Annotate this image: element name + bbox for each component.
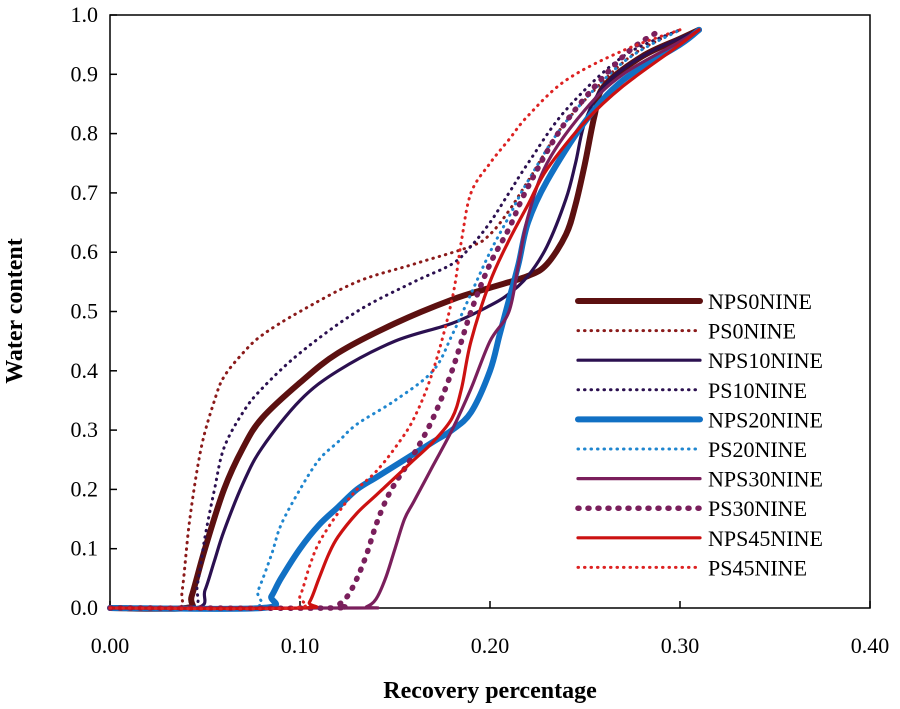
y-axis: 0.0 0.1 0.2 0.3 0.4 0.5 0.6 0.7 0.8 0.9 1.0 (71, 2, 117, 620)
y-tick-label: 0.0 (71, 595, 99, 620)
series-group (107, 26, 702, 612)
series-line-nps45nine (108, 28, 701, 611)
legend-label: NPS0NINE (708, 289, 812, 314)
series-line-nps0nine (107, 26, 702, 612)
y-tick-label: 0.8 (71, 121, 99, 146)
legend-label: NPS10NINE (708, 348, 823, 373)
legend-label: NPS30NINE (708, 467, 823, 492)
legend: NPS0NINE PS0NINE NPS10NINE PS10NINE NPS20NIN… (575, 289, 823, 580)
series-line-ps45nine (108, 28, 682, 611)
legend-label: PS0NINE (708, 319, 796, 344)
x-tick-label: 0.30 (661, 633, 700, 658)
series-line-ps10nine (108, 28, 682, 612)
y-tick-label: 0.6 (71, 239, 99, 264)
series-line-nps30nine (108, 28, 701, 610)
legend-label: PS10NINE (708, 378, 807, 403)
y-tick-label: 0.3 (71, 417, 99, 442)
x-axis: 0.00 0.10 0.20 0.30 0.40 (91, 601, 890, 658)
legend-label: NPS45NINE (708, 526, 823, 551)
x-tick-label: 0.00 (91, 633, 130, 658)
y-tick-label: 1.0 (71, 2, 99, 27)
series-line-ps30nine (107, 27, 664, 611)
legend-label: PS30NINE (708, 496, 807, 521)
plot-area (109, 14, 871, 609)
legend-label: PS45NINE (708, 555, 807, 580)
y-tick-label: 0.1 (71, 536, 99, 561)
legend-label: PS20NINE (708, 437, 807, 462)
y-axis-title: Water content (2, 238, 28, 384)
x-tick-label: 0.40 (851, 633, 890, 658)
x-axis-title: Recovery percentage (383, 678, 597, 704)
y-tick-label: 0.2 (71, 476, 99, 501)
series-line-nps10nine (108, 28, 701, 611)
x-tick-label: 0.10 (281, 633, 320, 658)
legend-label: NPS20NINE (708, 407, 823, 432)
y-tick-label: 0.5 (71, 299, 99, 324)
y-tick-label: 0.4 (71, 358, 99, 383)
series-line-ps20nine (108, 28, 682, 611)
y-tick-label: 0.7 (71, 180, 99, 205)
x-tick-label: 0.20 (471, 633, 510, 658)
y-tick-label: 0.9 (71, 61, 99, 86)
